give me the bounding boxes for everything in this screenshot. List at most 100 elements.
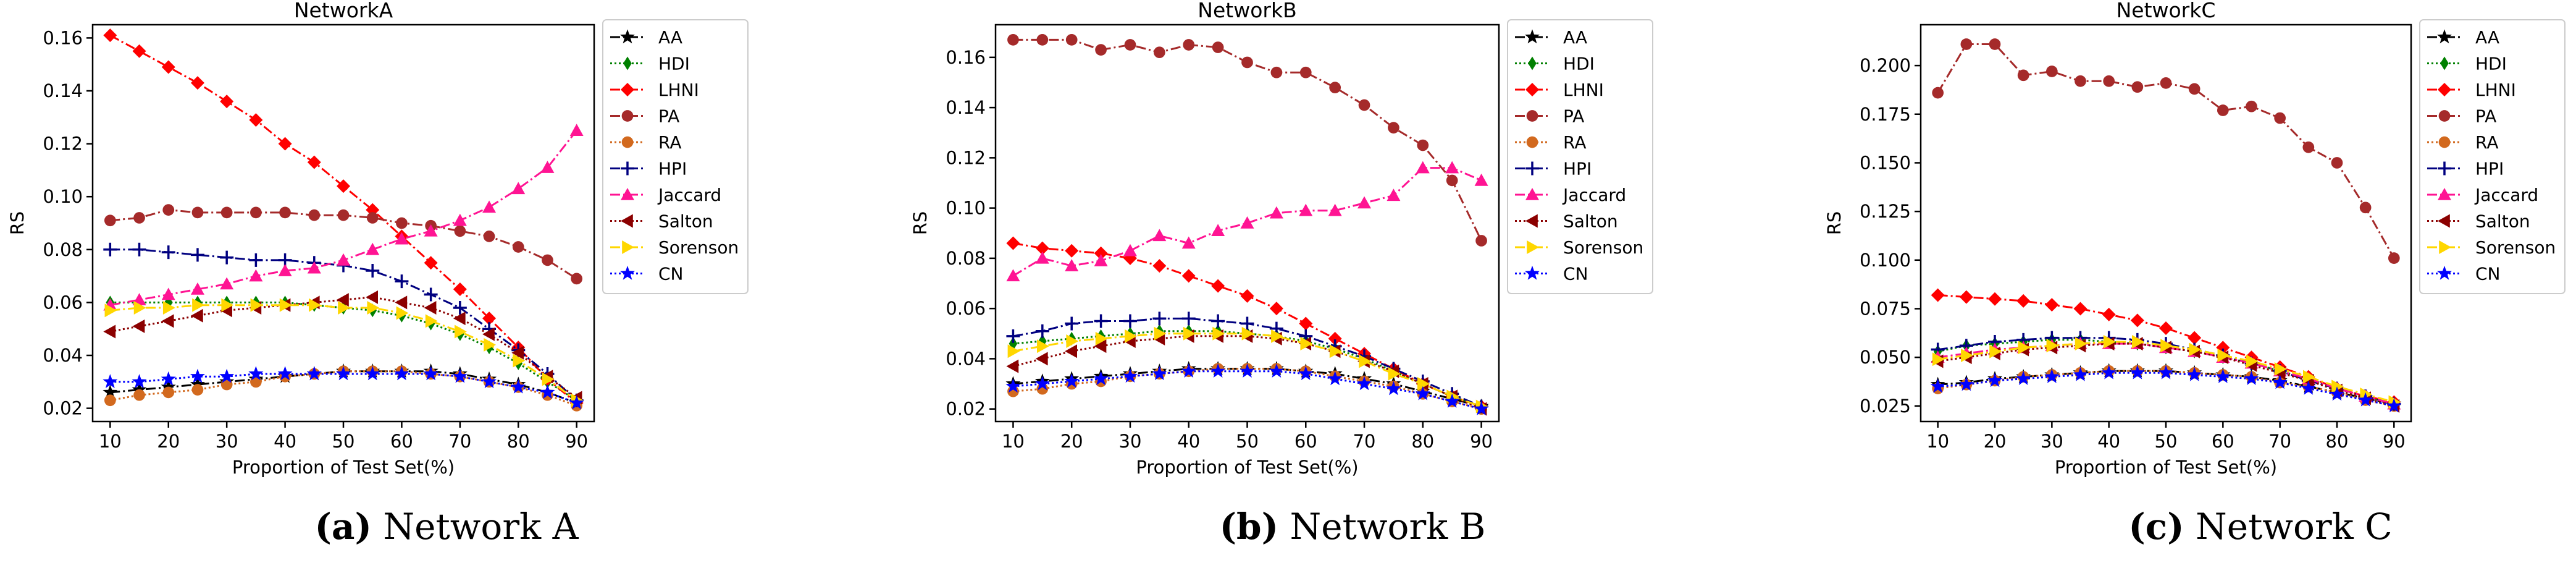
data-point-sorenson [2132, 334, 2144, 349]
data-point-cn [540, 384, 555, 399]
series-line-jaccard [1012, 167, 1482, 277]
legend-box [1507, 19, 1653, 294]
chart-title: NetworkC [2117, 0, 2216, 22]
data-point-sorenson [192, 298, 204, 312]
data-point-lhni [1299, 316, 1313, 331]
data-point-hpi [1211, 314, 1225, 328]
data-point-pa [1989, 38, 2001, 50]
data-point-cn [2187, 367, 2202, 381]
data-point-lhni [1211, 279, 1225, 293]
data-point-jaccard [453, 213, 467, 226]
legend-label: HPI [2475, 159, 2504, 179]
legend-label: Salton [658, 211, 713, 232]
data-point-lhni [1006, 236, 1020, 250]
data-point-lhni [453, 282, 467, 296]
data-point-jaccard [424, 224, 438, 237]
series-line-salton [110, 296, 577, 399]
data-point-lhni [2102, 307, 2116, 321]
data-point-pa [162, 204, 175, 216]
legend-label: HPI [1563, 159, 1592, 179]
data-point-lhni [1065, 244, 1079, 258]
data-point-pa [133, 212, 145, 224]
data-point-sorenson [1007, 344, 1020, 358]
data-point-pa [250, 206, 262, 219]
legend-label: RA [2475, 132, 2498, 153]
data-point-cn [569, 395, 584, 410]
legend-box [2419, 19, 2566, 294]
caption-tag: (c) [2128, 506, 2184, 548]
data-point-cn [2215, 369, 2231, 383]
series-line-cn [1937, 371, 2394, 407]
x-tick-label: 10 [1926, 431, 1949, 452]
legend-label: PA [1563, 106, 1584, 127]
data-point-jaccard [1094, 253, 1108, 266]
data-point-sorenson [2103, 334, 2116, 349]
data-point-cn [365, 366, 380, 381]
legend-label: AA [2475, 27, 2499, 48]
data-point-cn [1298, 366, 1314, 380]
data-point-salton [1065, 344, 1077, 358]
caption-text: Network A [372, 506, 579, 548]
data-point-ra [250, 376, 262, 388]
data-point-pa [1299, 66, 1312, 78]
data-point-sorenson [1329, 344, 1342, 358]
data-point-lhni [1328, 331, 1342, 345]
data-point-sorenson [2189, 342, 2202, 357]
x-tick-label: 10 [99, 431, 122, 452]
legend: AA HDI LHNI PA RA HPI Jaccard Salton Sorenson CN [1507, 19, 1653, 294]
data-point-lhni [307, 155, 321, 169]
series-group [1930, 38, 2402, 413]
data-point-sorenson [1359, 354, 1372, 368]
y-tick-label: 0.06 [946, 298, 986, 319]
data-point-pa [2075, 75, 2086, 87]
data-point-cn [2159, 365, 2173, 379]
data-point-jaccard [366, 242, 380, 255]
data-point-sorenson [1932, 352, 1945, 367]
data-point-cn [1930, 378, 1945, 393]
series-group [103, 28, 584, 412]
caption-tag: (a) [314, 506, 371, 548]
caption-tag: (b) [1220, 506, 1278, 548]
legend-label: CN [1563, 264, 1588, 284]
data-point-lhni [1152, 259, 1167, 273]
y-tick-label: 0.08 [946, 248, 986, 269]
data-point-aa [190, 376, 205, 391]
legend-label: HDI [2475, 54, 2507, 74]
x-tick-label: 90 [2383, 431, 2406, 452]
data-point-pa [483, 231, 495, 242]
legend-marker [2438, 83, 2451, 96]
data-point-jaccard [1299, 203, 1313, 216]
data-point-sorenson [338, 300, 350, 315]
data-point-salton [453, 312, 466, 326]
data-point-sorenson [308, 298, 321, 312]
data-point-cn [1987, 373, 2003, 388]
data-point-pa [1270, 66, 1283, 78]
data-point-pa [2331, 157, 2343, 169]
subfigure-caption: (c) Network C [2128, 506, 2392, 548]
data-point-pa [104, 214, 116, 227]
data-point-sorenson [2246, 354, 2259, 368]
data-point-sorenson [1271, 329, 1283, 343]
legend-label: PA [658, 106, 679, 127]
y-axis-label: RS [910, 211, 931, 235]
data-point-sorenson [1989, 344, 2002, 358]
data-point-sorenson [279, 298, 292, 312]
legend-marker [621, 110, 634, 122]
data-point-salton [424, 300, 437, 315]
data-point-sorenson [1066, 334, 1079, 348]
data-point-sorenson [484, 337, 497, 352]
data-point-lhni [1988, 292, 2002, 306]
data-point-cn [1093, 371, 1109, 386]
legend-label: Jaccard [657, 185, 721, 205]
chart-title: NetworkA [294, 0, 393, 22]
data-point-pa [1475, 235, 1487, 247]
data-point-cn [2301, 380, 2316, 395]
x-tick-label: 20 [1060, 431, 1083, 452]
chart-panel-2: NetworkB 10 20 30 40 50 60 70 80 90 0.02 0.04 0.06 0.… [910, 0, 1653, 478]
data-point-hpi [1152, 312, 1167, 326]
data-point-cn [1181, 363, 1196, 378]
legend-marker [620, 29, 635, 44]
legend-marker [1526, 110, 1538, 122]
data-point-jaccard [249, 269, 263, 282]
